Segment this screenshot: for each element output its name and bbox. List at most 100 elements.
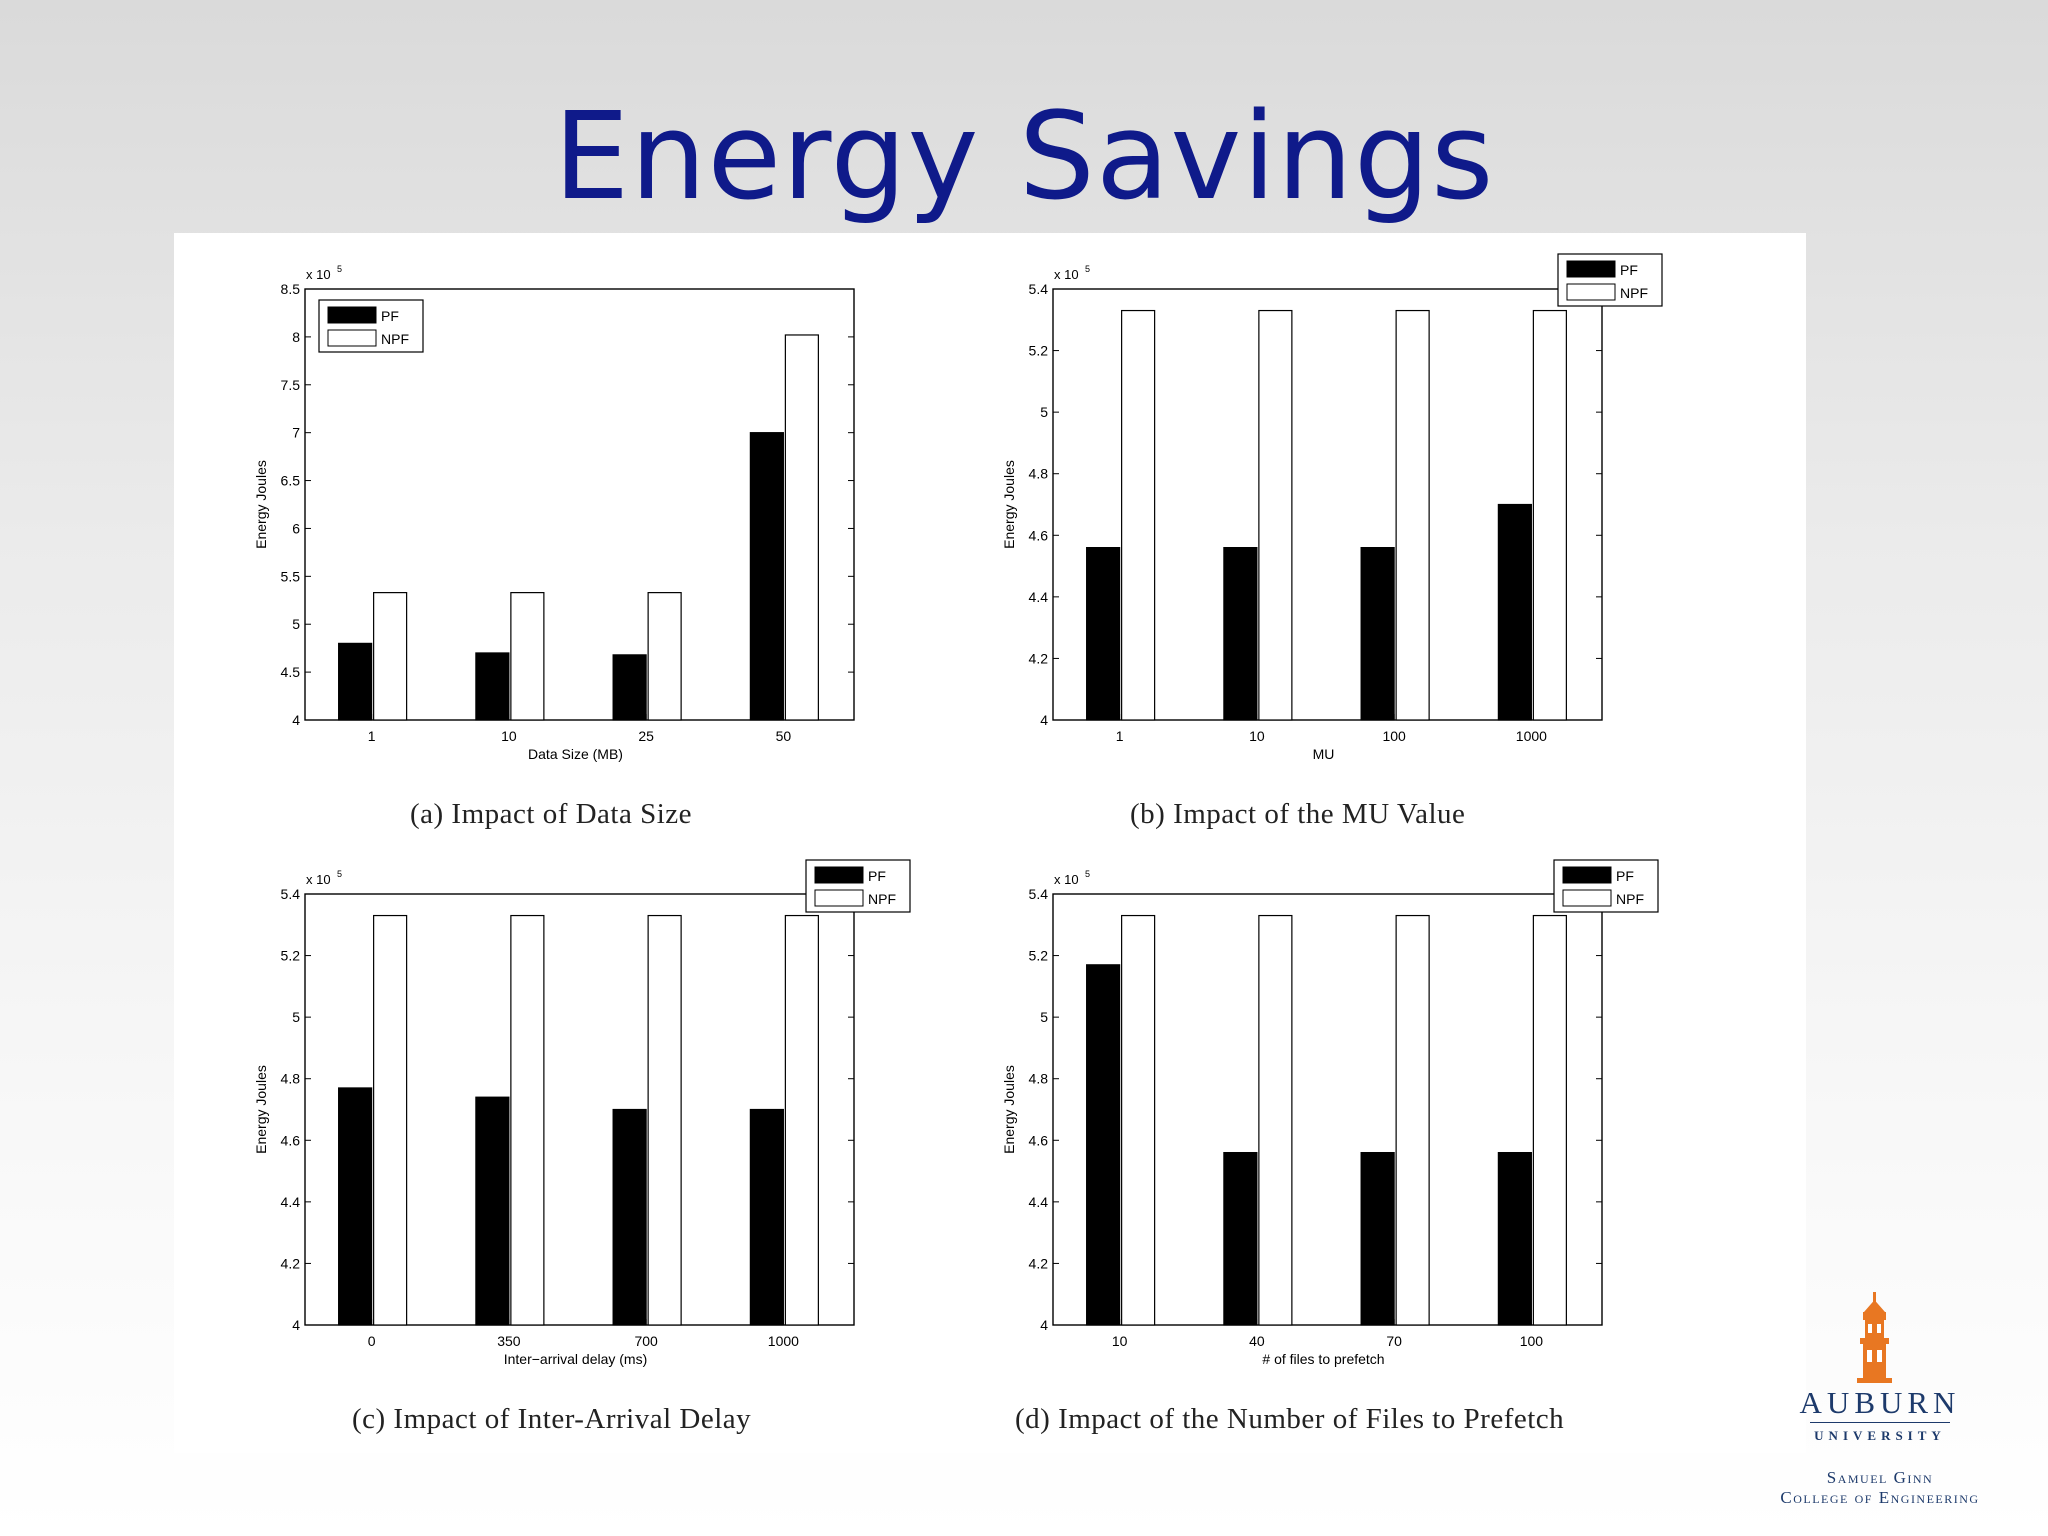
y-tick-label-c: 4.6 (281, 1132, 301, 1148)
bar-npf-a (647, 592, 682, 721)
y-tick-label-a: 4 (292, 712, 300, 728)
x-tick-label-d: 100 (1520, 1333, 1544, 1349)
bar-pf-c (749, 1108, 784, 1326)
y-tick-label-a: 8 (292, 329, 300, 345)
legend-swatch-pf-d (1562, 866, 1612, 884)
plot-frame-d (1052, 893, 1603, 1326)
y-tick-label-a: 5 (292, 616, 300, 632)
bar-pf-a (612, 654, 647, 721)
legend-swatch-npf-b (1566, 283, 1616, 301)
y-axis-label-a: Energy Joules (253, 460, 269, 549)
plot-frame-a (304, 288, 855, 721)
exponent-label-a: x 10 (306, 267, 331, 282)
bar-npf-d (1258, 914, 1293, 1326)
x-tick-label-c: 0 (368, 1333, 376, 1349)
y-tick-label-c: 5 (292, 1009, 300, 1025)
exponent-label-b: x 10 (1054, 267, 1079, 282)
bar-npf-d (1395, 914, 1430, 1326)
y-tick-label-d: 5.2 (1029, 948, 1049, 964)
bar-pf-c (612, 1108, 647, 1326)
chart-b: 4 4.2 4.4 4.6 4.8 5 5.2 5.4 x 10 5 Energy Joules 1 1… (1001, 253, 1663, 762)
bar-npf-a (510, 592, 545, 721)
bar-npf-b (1395, 309, 1430, 721)
legend-label-pf-c: PF (868, 868, 886, 884)
bar-pf-b (1360, 547, 1395, 721)
legend-label-npf-b: NPF (1620, 285, 1648, 301)
y-tick-label-b: 4.2 (1029, 650, 1049, 666)
tower-icon (1857, 1292, 1892, 1383)
y-tick-label-c: 5.2 (281, 948, 301, 964)
legend-label-npf-c: NPF (868, 891, 896, 907)
y-tick-label-c: 4.2 (281, 1255, 301, 1271)
y-tick-label-d: 4.4 (1029, 1194, 1049, 1210)
x-tick-label-d: 10 (1112, 1333, 1128, 1349)
x-axis-label-a: Data Size (MB) (528, 746, 623, 762)
x-tick-label-c: 1000 (768, 1333, 799, 1349)
exponent-label-d: x 10 (1054, 872, 1079, 887)
y-tick-label-c: 4.8 (281, 1071, 301, 1087)
x-tick-label-a: 50 (776, 728, 792, 744)
y-tick-label-d: 5.4 (1029, 886, 1049, 902)
x-tick-label-d: 40 (1249, 1333, 1265, 1349)
auburn-logo: AUBURN UNIVERSITY Samuel Ginn College of… (1730, 1290, 2030, 1520)
exponent-power-d: 5 (1085, 869, 1090, 879)
x-tick-label-a: 1 (368, 728, 376, 744)
bar-pf-b (1086, 547, 1121, 721)
y-tick-label-b: 5.4 (1029, 281, 1049, 297)
chart-d: 4 4.2 4.4 4.6 4.8 5 5.2 5.4 x 10 5 Energy Joules 10… (1001, 859, 1659, 1367)
logo-university: UNIVERSITY (1814, 1428, 1946, 1443)
bar-npf-b (1121, 309, 1156, 721)
y-tick-label-c: 4.4 (281, 1194, 301, 1210)
x-tick-label-b: 10 (1249, 728, 1265, 744)
bar-npf-c (647, 914, 682, 1326)
plot-frame-b (1052, 288, 1603, 721)
x-tick-label-b: 1 (1116, 728, 1124, 744)
bar-pf-b (1223, 547, 1258, 721)
x-tick-label-b: 100 (1382, 728, 1406, 744)
bar-npf-d (1121, 914, 1156, 1326)
bar-pf-a (475, 652, 510, 721)
x-tick-label-a: 10 (501, 728, 517, 744)
bar-npf-c (510, 914, 545, 1326)
bar-pf-b (1497, 503, 1532, 721)
bar-pf-d (1223, 1151, 1258, 1326)
legend-swatch-npf-a (327, 329, 377, 347)
bar-pf-d (1360, 1151, 1395, 1326)
x-tick-label-c: 350 (497, 1333, 521, 1349)
y-tick-label-d: 4 (1040, 1317, 1048, 1333)
x-axis-label-d: # of files to prefetch (1262, 1351, 1384, 1367)
bar-npf-a (373, 592, 408, 721)
y-tick-label-a: 6 (292, 520, 300, 536)
x-tick-label-b: 1000 (1516, 728, 1547, 744)
y-axis-label-b: Energy Joules (1001, 460, 1017, 549)
caption-c: (c) Impact of Inter-Arrival Delay (352, 1403, 752, 1435)
y-tick-label-a: 7.5 (281, 377, 301, 393)
caption-b: (b) Impact of the MU Value (1130, 798, 1466, 830)
x-axis-label-c: Inter−arrival delay (ms) (504, 1351, 648, 1367)
x-tick-label-a: 25 (638, 728, 654, 744)
y-tick-label-a: 4.5 (281, 664, 301, 680)
x-axis-label-b: MU (1313, 746, 1335, 762)
legend-label-pf-b: PF (1620, 262, 1638, 278)
bar-pf-a (749, 432, 784, 721)
y-tick-label-b: 4.6 (1029, 527, 1049, 543)
y-tick-label-a: 5.5 (281, 568, 301, 584)
logo-college-line2: College of Engineering (1780, 1488, 1980, 1507)
exponent-power-c: 5 (337, 869, 342, 879)
y-axis-label-d: Energy Joules (1001, 1065, 1017, 1154)
caption-d: (d) Impact of the Number of Files to Pre… (1015, 1403, 1565, 1435)
exponent-label-c: x 10 (306, 872, 331, 887)
chart-a: 4 4.5 5 5.5 6 6.5 7 7.5 8 8.5 x 10 5 Energy Joules 1 1… (253, 264, 855, 762)
exponent-power-a: 5 (337, 264, 342, 274)
bar-pf-a (338, 642, 373, 721)
y-tick-label-b: 5.2 (1029, 343, 1049, 359)
y-tick-label-b: 4.4 (1029, 589, 1049, 605)
y-tick-label-c: 5.4 (281, 886, 301, 902)
logo-rule (1810, 1422, 1950, 1423)
y-tick-label-a: 7 (292, 425, 300, 441)
logo-college: Samuel Ginn College of Engineering (1730, 1468, 2030, 1508)
bar-pf-c (475, 1096, 510, 1326)
charts-canvas: 4 4.5 5 5.5 6 6.5 7 7.5 8 8.5 x 10 5 Energy Joules 1 1… (253, 253, 1663, 1367)
figure-panel: 4 4.5 5 5.5 6 6.5 7 7.5 8 8.5 x 10 5 Energy Joules 1 1… (174, 233, 1806, 1453)
bar-npf-b (1258, 309, 1293, 721)
